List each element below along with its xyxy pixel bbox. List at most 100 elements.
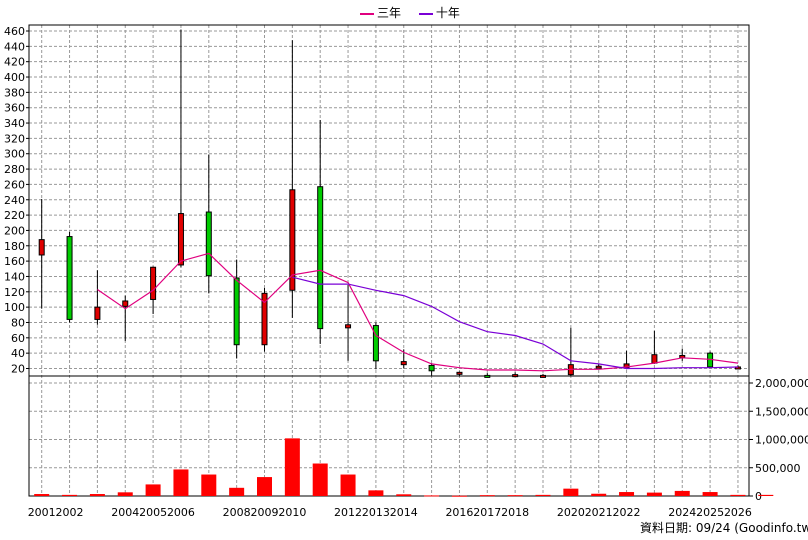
data-date-label: 資料日期: 09/24 (Goodinfo.tw): [640, 521, 808, 535]
volume-bar: [201, 474, 217, 496]
candle-body: [150, 266, 157, 300]
volume-bar: [229, 487, 245, 496]
price-y-tick-label: 260: [4, 178, 25, 191]
candle-body: [38, 239, 45, 256]
candlesticks: [38, 29, 741, 378]
x-tick-label: 2005: [139, 506, 167, 519]
legend-item-3yr: 三年: [360, 4, 401, 21]
volume-bar: [758, 494, 774, 496]
volume-bar: [340, 474, 356, 496]
volume-y-tick-label: 0: [755, 490, 762, 503]
price-y-tick-label: 380: [4, 86, 25, 99]
volume-bar: [117, 492, 133, 496]
price-y-tick-label: 460: [4, 25, 25, 38]
volume-bar: [145, 484, 161, 496]
ma-line-10yr: [292, 276, 739, 370]
x-tick-label: 2006: [167, 506, 195, 519]
price-y-tick-label: 160: [4, 255, 25, 268]
price-y-tick-label: 120: [4, 286, 25, 299]
price-y-tick-label: 400: [4, 71, 25, 84]
x-tick-label: 2013: [362, 506, 390, 519]
candle-body: [177, 213, 184, 266]
legend-label-10yr: 十年: [435, 6, 460, 20]
legend-label-3yr: 三年: [377, 6, 402, 20]
volume-bar: [257, 477, 272, 496]
volume-bar: [507, 495, 523, 497]
x-tick-label: 2018: [501, 506, 529, 519]
candle: [233, 259, 240, 359]
price-y-axis: 20 40 60 80 100 120 140 160 180 200 220 240 260 280 30…: [4, 25, 29, 376]
price-y-tick-label: 80: [11, 316, 25, 329]
price-y-tick-label: 420: [4, 56, 25, 69]
candle: [205, 154, 212, 294]
candle: [484, 373, 491, 378]
volume-y-tick-label: 2,000,000: [755, 377, 808, 390]
volume-bar: [89, 494, 105, 496]
plot-border: [28, 24, 750, 497]
x-tick-label: 2022: [613, 506, 641, 519]
x-tick-label: 2002: [56, 506, 84, 519]
candle: [345, 284, 352, 361]
candle-body: [94, 306, 101, 320]
volume-bar: [535, 494, 551, 496]
volume-bars: [34, 438, 774, 497]
price-y-tick-label: 240: [4, 194, 25, 207]
x-tick-label: 2010: [278, 506, 306, 519]
x-tick-label: 2008: [223, 506, 251, 519]
volume-bar: [563, 488, 579, 496]
candle: [261, 287, 268, 352]
price-y-tick-label: 220: [4, 209, 25, 222]
candle: [38, 198, 45, 309]
candle: [122, 295, 129, 341]
price-y-tick-label: 280: [4, 163, 25, 176]
candle-body: [66, 236, 73, 320]
candle-body: [233, 277, 240, 346]
candle-body: [205, 211, 212, 277]
x-tick-label: 2024: [668, 506, 696, 519]
volume-bar: [424, 495, 440, 497]
candle: [595, 363, 602, 369]
price-y-tick-label: 320: [4, 132, 25, 145]
volume-bar: [284, 438, 300, 496]
volume-bar: [674, 490, 690, 496]
candle: [177, 29, 184, 268]
legend-swatch-3yr: [360, 12, 374, 15]
volume-bar: [702, 492, 718, 496]
legend: 三年 十年: [360, 4, 474, 21]
volume-bar: [479, 495, 495, 497]
volume-bar: [396, 494, 412, 496]
candle-body: [289, 189, 296, 291]
legend-swatch-10yr: [418, 12, 433, 15]
volume-y-axis: 0 500,000 1,000,000 1,500,000 2,000,000: [749, 377, 808, 503]
volume-bar: [34, 494, 50, 496]
candle: [289, 40, 296, 318]
price-y-tick-label: 40: [11, 347, 25, 360]
volume-y-tick-label: 500,000: [755, 462, 801, 475]
volume-bar: [730, 494, 746, 496]
candle-body: [261, 292, 268, 346]
volume-bar: [173, 469, 189, 496]
price-y-tick-label: 360: [4, 102, 25, 115]
candle-body: [372, 325, 379, 362]
candle-body: [122, 300, 129, 307]
x-tick-label: 2016: [445, 506, 473, 519]
volume-y-tick-label: 1,000,000: [755, 434, 808, 447]
volume-bar: [312, 463, 328, 496]
volume-bar: [646, 492, 662, 496]
price-y-tick-label: 20: [11, 363, 25, 376]
candle: [456, 371, 463, 377]
candle-body: [317, 186, 324, 330]
plot-background: [29, 25, 749, 496]
candle-body: [651, 354, 658, 364]
volume-bar: [591, 493, 607, 496]
volume-bar: [619, 492, 635, 496]
x-tick-label: 2001: [28, 506, 56, 519]
candle: [66, 231, 73, 323]
volume-bar: [62, 494, 78, 496]
candle-body: [595, 365, 602, 369]
ma-line-3yr: [97, 252, 739, 372]
candle-body: [428, 364, 435, 372]
price-y-tick-label: 180: [4, 240, 25, 253]
candle-body: [484, 374, 491, 378]
